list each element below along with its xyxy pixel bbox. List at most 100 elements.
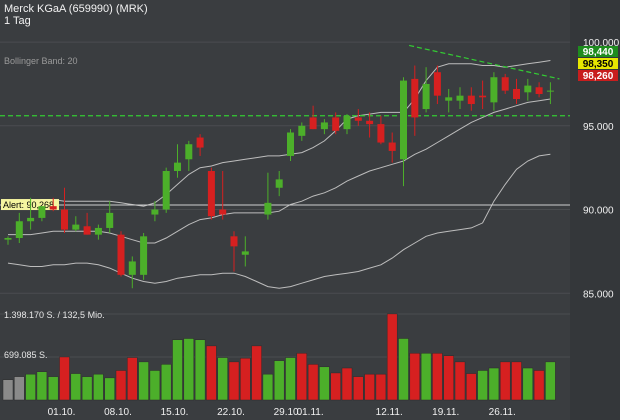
candle-body <box>287 132 294 156</box>
alert-label: Alert: 90,268 <box>3 200 54 210</box>
candle-body <box>27 217 35 222</box>
volume-bar <box>466 373 477 401</box>
volume-bar <box>47 376 59 401</box>
x-tick-label: 01.11. <box>297 407 324 418</box>
candle-body <box>219 209 227 215</box>
candle-body <box>445 97 453 101</box>
volume-bar <box>341 367 353 401</box>
candle-body <box>151 209 159 215</box>
bollinger-label: Bollinger Band: 20 <box>4 56 78 66</box>
volume-bar <box>443 355 454 401</box>
volume-bar <box>296 353 308 401</box>
volume-bar <box>545 361 556 401</box>
candle-body <box>535 87 543 94</box>
volume-bar <box>409 353 421 401</box>
x-tick-label: 12.11. <box>376 407 403 418</box>
candle-body <box>83 226 91 235</box>
candle-body <box>275 179 283 188</box>
x-tick-label: 26.11. <box>489 407 516 418</box>
price-tick-label: 85.000 <box>583 289 614 300</box>
candle-body <box>72 224 80 230</box>
volume-bar <box>59 356 70 401</box>
price-badge-label: 98,440 <box>583 47 614 58</box>
volume-bar <box>70 373 82 401</box>
candle-body <box>264 202 272 215</box>
volume-bar <box>533 370 545 401</box>
grid-lines <box>0 41 570 358</box>
volume-bar <box>172 339 183 401</box>
candle-body <box>15 221 23 238</box>
volume-bar <box>127 357 138 401</box>
volume-bar <box>454 361 466 401</box>
volume-bar <box>93 373 104 401</box>
volume-bar <box>522 367 534 401</box>
volume-bar <box>183 338 195 401</box>
candle-body <box>38 206 46 218</box>
trendline <box>409 44 560 80</box>
volume-bar <box>160 364 172 401</box>
price-tick-label: 100.000 <box>583 38 620 49</box>
candle-body <box>94 227 102 235</box>
x-tick-label: 22.10. <box>217 407 245 418</box>
candle-body <box>61 209 68 230</box>
candle-body <box>241 251 249 255</box>
price-badge-high <box>578 46 618 57</box>
candle-body <box>400 80 407 160</box>
volume-bar <box>149 370 161 401</box>
candle-body <box>106 212 114 228</box>
candle-body <box>490 77 498 103</box>
candle-body <box>343 115 351 130</box>
volume-bar <box>488 367 500 401</box>
price-badge-last <box>578 58 618 69</box>
candle-body <box>479 95 487 98</box>
candle-body <box>117 234 125 275</box>
candle-body <box>546 90 554 92</box>
level-lines: Alert: 90,268 <box>0 44 570 211</box>
candle-body <box>207 171 215 217</box>
volume-bar <box>364 373 375 401</box>
candle-body <box>298 125 306 136</box>
volume-max-label: 1.398.170 S. / 132,5 Mio. <box>4 310 105 320</box>
candle-body <box>49 206 57 210</box>
volume-bar <box>25 373 36 401</box>
candle-body <box>196 137 204 148</box>
candle-body <box>411 78 419 118</box>
candle-body <box>354 117 362 121</box>
volume-bar <box>240 357 251 401</box>
candle-body <box>513 88 520 100</box>
volume-bar <box>499 361 511 401</box>
volume-bar <box>432 353 443 401</box>
candle-body <box>185 144 193 160</box>
candles <box>4 65 554 289</box>
volume-bar <box>14 376 25 401</box>
volume-bar <box>330 372 341 401</box>
candle-body <box>309 117 317 130</box>
axis-labels: 85.000 90.000 95.000 100.000 01.10. 08.10. 15.… <box>48 38 620 418</box>
volume-bar <box>511 361 522 401</box>
price-badge-label: 98,350 <box>583 59 614 70</box>
volume-bar <box>285 357 296 401</box>
candle-body <box>230 236 238 247</box>
x-tick-label: 29.10. <box>274 407 302 418</box>
candle-body <box>162 171 170 210</box>
volume-bar <box>307 364 319 401</box>
candle-body <box>377 124 385 143</box>
volume-bar <box>251 345 262 401</box>
candle-body <box>388 142 396 151</box>
candle-body <box>433 72 441 96</box>
volume-bar <box>420 353 432 401</box>
price-tick-label: 90.000 <box>583 206 614 217</box>
candle-body <box>467 95 475 105</box>
volume-bar <box>104 377 115 401</box>
volume-bar <box>262 373 274 401</box>
candle-body <box>4 237 12 240</box>
volume-mid-label: 699.085 S. <box>4 350 48 360</box>
candle-body <box>174 162 181 172</box>
candle-body <box>524 85 532 93</box>
bollinger-lower-line <box>7 153 551 289</box>
volume-bars <box>2 313 556 401</box>
volume-bar <box>194 339 206 401</box>
volume-bar <box>2 379 14 401</box>
